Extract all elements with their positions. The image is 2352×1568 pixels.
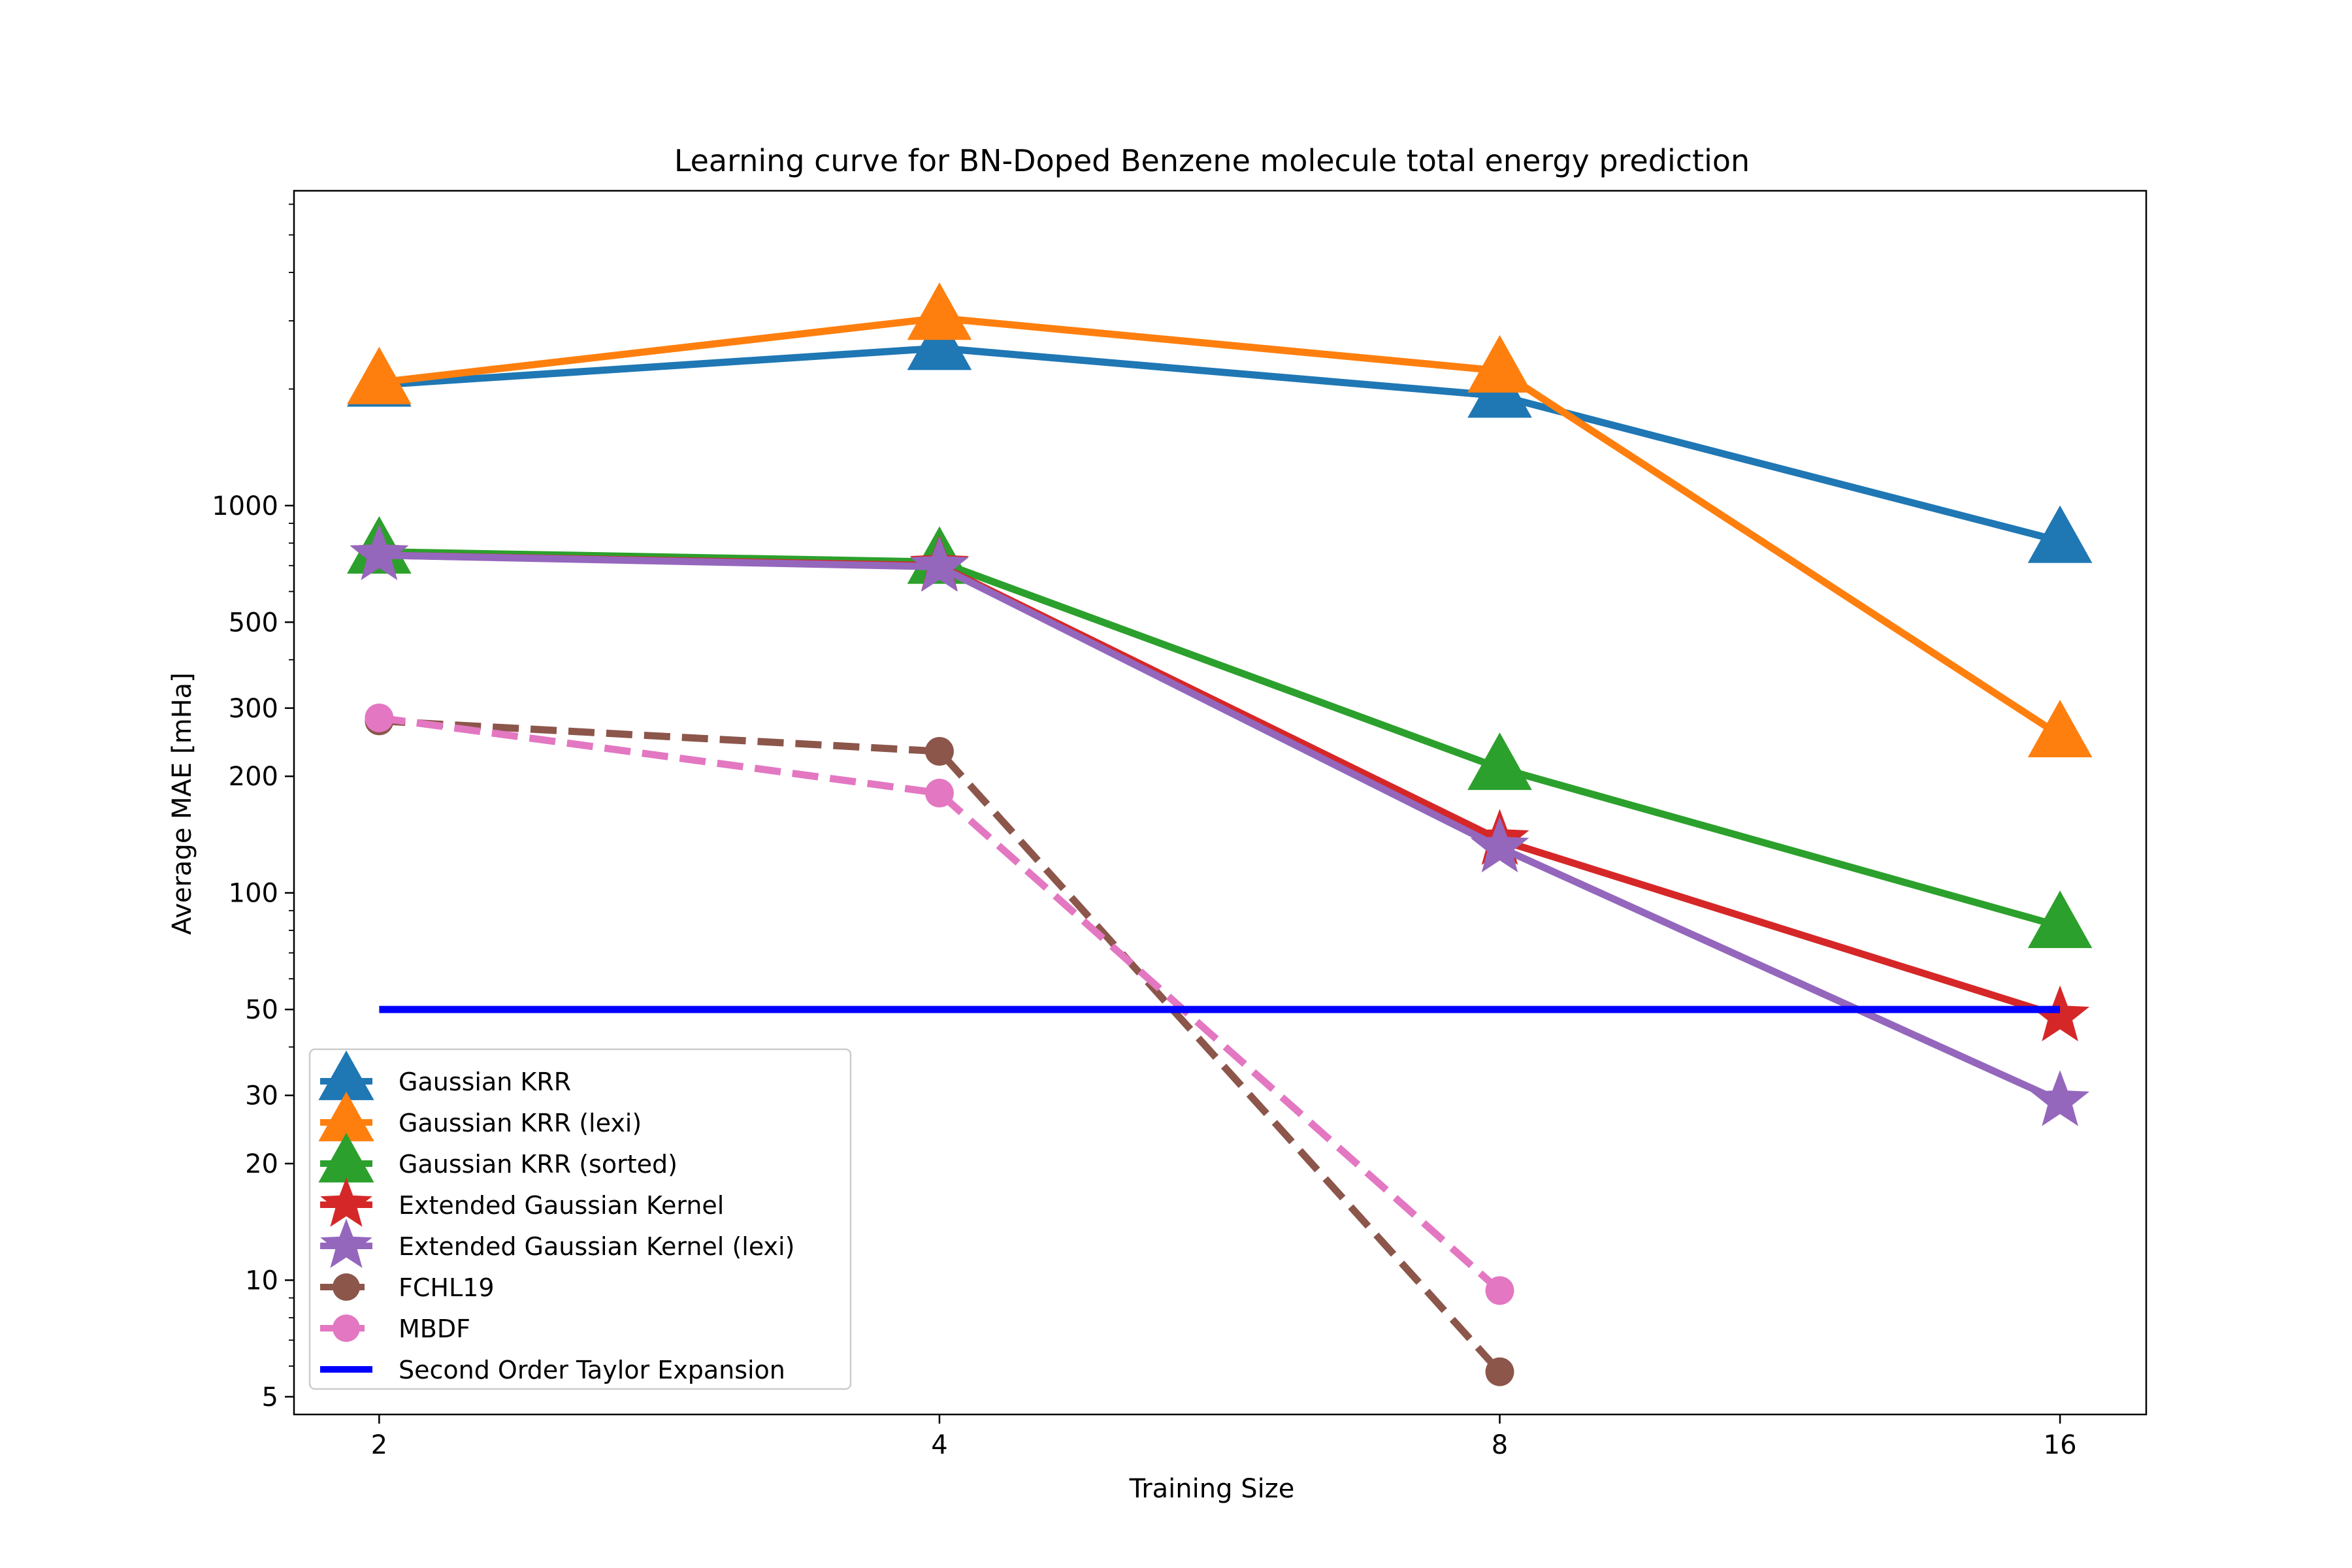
legend-marker — [318, 1050, 374, 1100]
y-tick-label: 30 — [245, 1081, 278, 1111]
legend-entry: Gaussian KRR (sorted) — [318, 1132, 678, 1183]
data-point — [2027, 700, 2093, 758]
y-tick-label: 10 — [245, 1266, 278, 1296]
legend-label: Extended Gaussian Kernel — [399, 1191, 724, 1220]
data-point — [907, 282, 972, 340]
legend-entry: FCHL19 — [320, 1273, 495, 1302]
legend-label: Extended Gaussian Kernel (lexi) — [399, 1232, 794, 1261]
data-point — [2027, 890, 2093, 949]
legend-entry: Second Order Taylor Expansion — [320, 1356, 785, 1384]
x-tick-label: 8 — [1492, 1430, 1508, 1460]
legend-marker — [333, 1273, 360, 1301]
legend-entry: Gaussian KRR — [318, 1050, 571, 1100]
chart-title: Learning curve for BN-Doped Benzene mole… — [674, 143, 1750, 178]
legend-entry: Gaussian KRR (lexi) — [318, 1091, 642, 1141]
legend-entry: Extended Gaussian Kernel (lexi) — [320, 1218, 794, 1268]
series-1 — [347, 282, 2093, 758]
data-point — [910, 536, 969, 592]
y-tick-label: 100 — [229, 879, 278, 909]
series-line — [379, 344, 2061, 545]
legend-marker — [320, 1218, 372, 1268]
data-point — [1485, 1357, 1514, 1386]
data-point — [1467, 335, 1532, 393]
data-point — [2031, 985, 2090, 1041]
data-point — [2027, 505, 2093, 563]
legend-marker — [320, 1177, 372, 1227]
y-tick-label: 500 — [229, 608, 278, 638]
y-tick-label: 20 — [245, 1149, 278, 1179]
series-line — [378, 714, 1503, 1294]
y-tick-label: 200 — [229, 762, 278, 792]
legend-label: Gaussian KRR (lexi) — [399, 1109, 642, 1137]
data-point — [1485, 1276, 1514, 1305]
y-tick-label: 1000 — [212, 491, 278, 521]
y-tick-label: 300 — [229, 694, 278, 724]
legend-entry: Extended Gaussian Kernel — [320, 1177, 724, 1227]
data-point — [924, 778, 954, 808]
data-point — [347, 346, 412, 404]
y-tick-label: 5 — [262, 1382, 278, 1413]
legend-label: Second Order Taylor Expansion — [399, 1356, 785, 1384]
legend-marker — [333, 1315, 360, 1342]
data-point — [924, 737, 954, 766]
data-point — [365, 703, 394, 732]
legend-label: FCHL19 — [399, 1273, 495, 1302]
legend-label: Gaussian KRR (sorted) — [399, 1150, 678, 1179]
plot-area — [347, 282, 2093, 1386]
series-4 — [350, 524, 2090, 1126]
axes-frame — [293, 189, 2148, 1416]
series-6 — [365, 703, 1514, 1305]
data-point — [2031, 1070, 2090, 1126]
legend-label: Gaussian KRR — [399, 1068, 571, 1096]
legend-entry: MBDF — [320, 1315, 470, 1343]
legend-box — [308, 1048, 852, 1390]
x-axis-label: Training Size — [1129, 1474, 1295, 1504]
data-point — [907, 312, 972, 370]
x-tick-label: 4 — [931, 1430, 947, 1460]
legend: Gaussian KRR Gaussian KRR (lexi) Gaussian … — [308, 1048, 852, 1390]
legend-marker — [318, 1091, 374, 1141]
legend-label: MBDF — [399, 1315, 470, 1343]
data-point — [1467, 732, 1532, 791]
y-tick-label: 50 — [245, 995, 278, 1025]
axes: 2 4 8 16 5 10 20 30 50 100 200 300 500 1000 — [212, 189, 2148, 1460]
data-point — [1470, 816, 1529, 873]
series-line — [378, 314, 2063, 739]
y-axis-label: Average MAE [mHa] — [167, 672, 197, 935]
x-tick-label: 2 — [371, 1430, 387, 1460]
series-line — [379, 717, 1503, 1375]
legend-marker — [318, 1132, 374, 1183]
series-line — [379, 551, 2062, 1105]
data-point — [350, 524, 409, 580]
x-tick-label: 16 — [2044, 1430, 2077, 1460]
